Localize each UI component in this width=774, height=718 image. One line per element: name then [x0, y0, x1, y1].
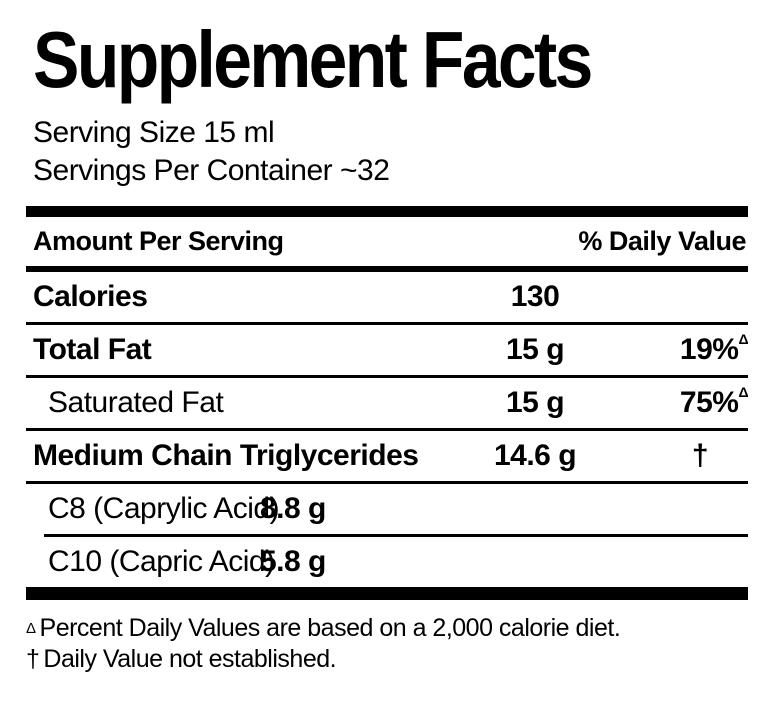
- row-c10-capric-acid: C10 (Capric Acid) 5.8 g: [26, 537, 748, 587]
- nutrient-amount: 15 g: [505, 333, 565, 366]
- nutrient-amount: 5.8 g: [260, 545, 326, 578]
- row-saturated-fat: Saturated Fat 15 g 75%Δ: [26, 378, 748, 431]
- row-c8-caprylic-acid: C8 (Caprylic Acid) 8.8 g: [26, 484, 748, 534]
- nutrient-daily-value: 19%Δ: [679, 331, 749, 367]
- nutrient-name: C8 (Caprylic Acid): [48, 492, 280, 525]
- footnotes: Δ Percent Daily Values are based on a 2,0…: [26, 613, 748, 675]
- label-title-text: Supplement Facts: [33, 15, 593, 104]
- nutrient-name: Calories: [33, 280, 148, 313]
- nutrient-amount: 130: [510, 280, 560, 313]
- nutrient-name: C10 (Capric Acid): [48, 545, 275, 578]
- servings-per-container: Servings Per Container ~32: [33, 154, 390, 187]
- row-total-fat: Total Fat 15 g 19%Δ: [26, 325, 748, 378]
- nutrient-amount: 14.6 g: [493, 439, 577, 472]
- header-amount-per-serving: Amount Per Serving: [33, 226, 284, 256]
- footnote-text: Daily Value not established.: [43, 645, 337, 673]
- table-header: Amount Per Serving % Daily Value: [26, 217, 748, 272]
- delta-mark: Δ: [738, 384, 748, 400]
- daily-value-percent: 75%: [679, 386, 739, 419]
- row-calories: Calories 130: [26, 272, 748, 325]
- footnote-not-established: † Daily Value not established.: [26, 644, 748, 675]
- nutrient-name: Total Fat: [33, 333, 152, 366]
- indented-separator: [44, 534, 748, 537]
- nutrient-daily-value: 75%Δ: [679, 384, 749, 420]
- bottom-divider-bar: [26, 587, 748, 600]
- supplement-facts-label: Supplement Facts Serving Size 15 ml Serv…: [26, 16, 748, 675]
- serving-size: Serving Size 15 ml: [33, 116, 275, 149]
- header-daily-value: % Daily Value: [578, 226, 746, 256]
- dagger-mark: †: [26, 645, 40, 673]
- nutrient-amount: 8.8 g: [260, 492, 326, 525]
- nutrient-amount: 15 g: [505, 386, 565, 419]
- top-divider-bar: [26, 206, 748, 217]
- daily-value-percent: 19%: [679, 333, 739, 366]
- label-title: Supplement Facts: [26, 16, 748, 104]
- footnote-daily-values: Δ Percent Daily Values are based on a 2,0…: [26, 613, 748, 644]
- delta-mark: Δ: [738, 331, 748, 347]
- footnote-text: Percent Daily Values are based on a 2,00…: [39, 614, 621, 642]
- row-medium-chain-triglycerides: Medium Chain Triglycerides 14.6 g †: [26, 431, 748, 484]
- nutrient-name: Saturated Fat: [48, 386, 224, 419]
- delta-mark: Δ: [26, 620, 36, 637]
- serving-info: Serving Size 15 ml Servings Per Containe…: [26, 114, 748, 190]
- dagger-mark: †: [691, 439, 709, 472]
- nutrient-name: Medium Chain Triglycerides: [33, 439, 419, 472]
